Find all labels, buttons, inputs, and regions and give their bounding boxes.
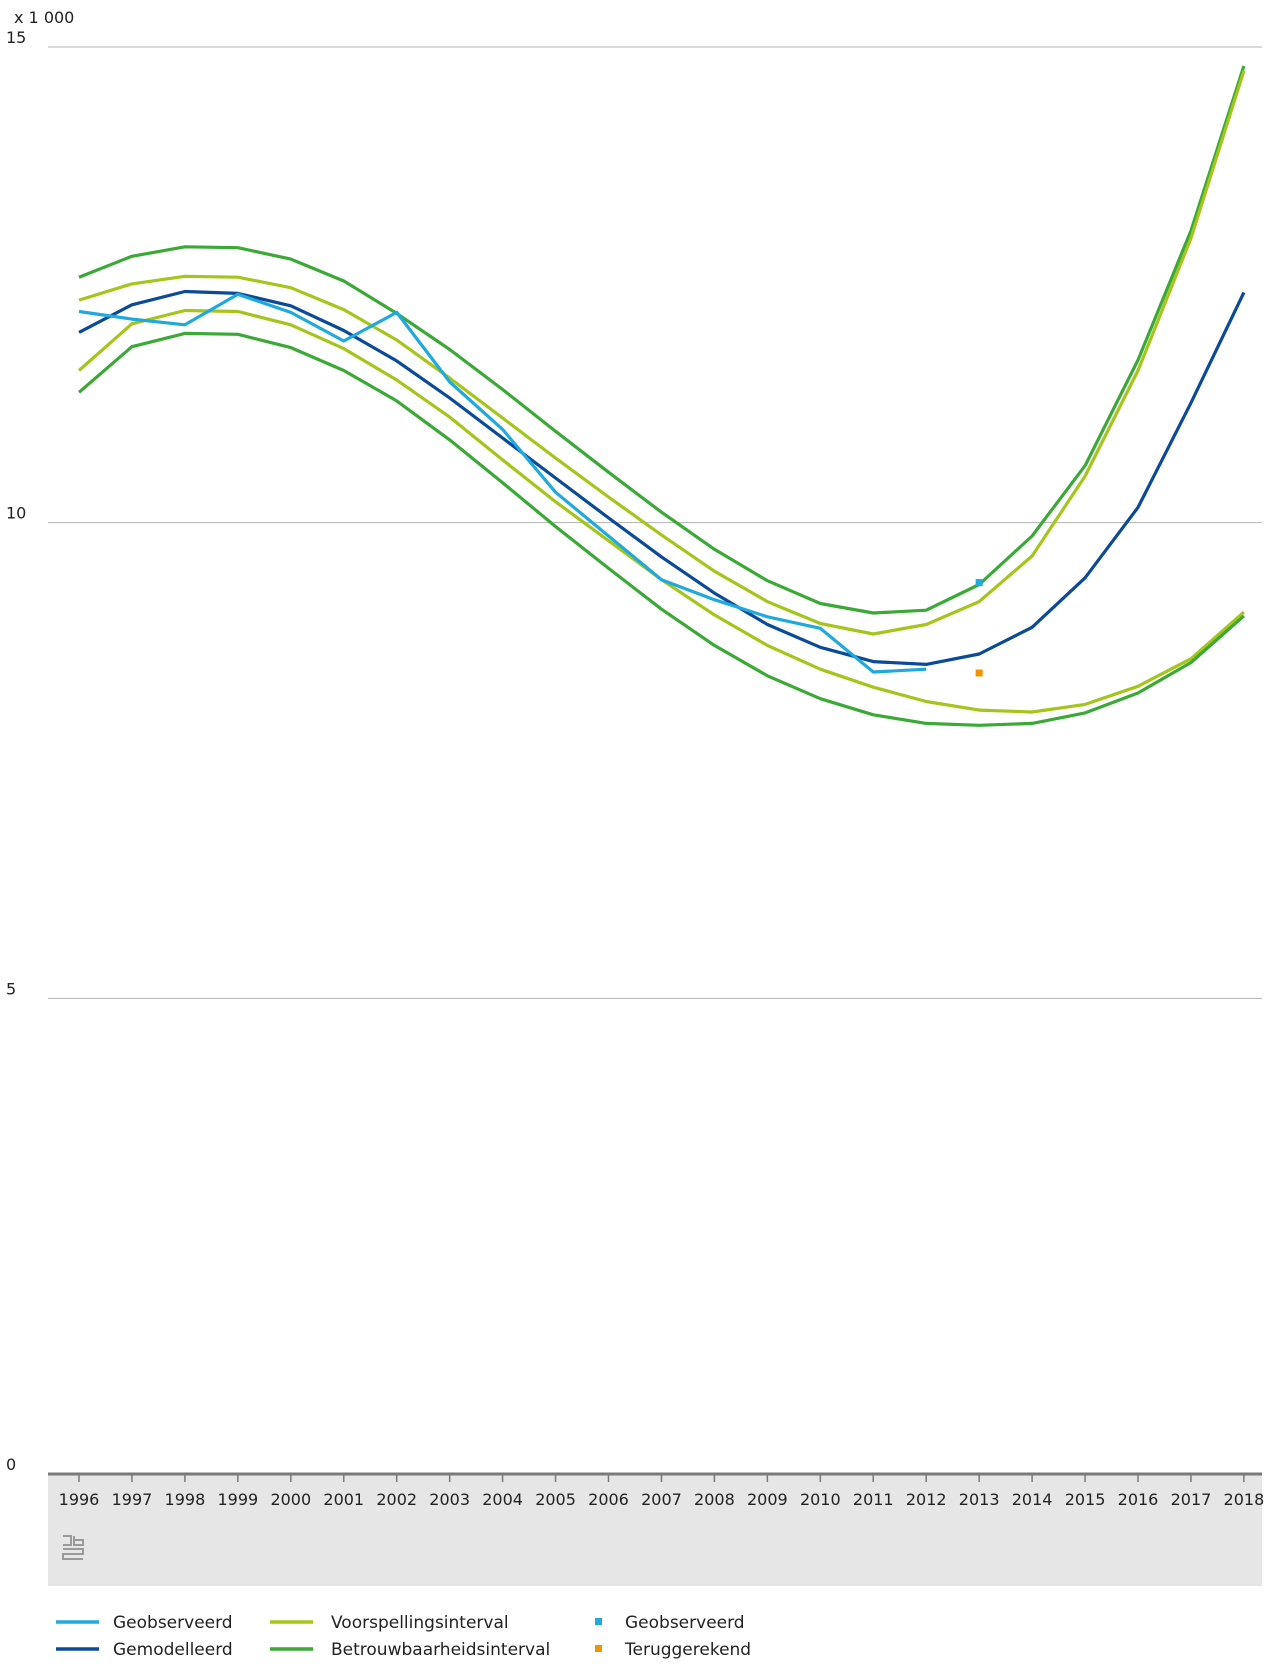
- series-line-ci_lower: [77, 331, 1245, 727]
- legend-label: Gemodelleerd: [113, 1640, 233, 1660]
- legend-label: Teruggerekend: [624, 1640, 751, 1660]
- x-axis-band: [48, 1474, 1262, 1586]
- x-tick-label: 2018: [1224, 1490, 1265, 1509]
- y-unit-label: x 1 000: [14, 8, 74, 27]
- y-axis-ticks: 0 5 10 15: [6, 28, 26, 1474]
- x-tick-label: 1999: [217, 1490, 258, 1509]
- legend-label: Geobserveerd: [625, 1613, 745, 1633]
- x-tick-label: 2009: [747, 1490, 788, 1509]
- x-tick-label: 2010: [800, 1490, 841, 1509]
- legend-label: Geobserveerd: [113, 1613, 233, 1633]
- x-tick-label: 2017: [1171, 1490, 1212, 1509]
- x-tick-label: 1998: [165, 1490, 206, 1509]
- legend-label: Voorspellingsinterval: [331, 1613, 509, 1633]
- grid-lines: [48, 46, 1262, 999]
- y-tick-label: 5: [6, 979, 16, 998]
- series-line-pi_upper: [78, 70, 1246, 636]
- y-tick-label: 10: [6, 504, 26, 523]
- legend: Geobserveerd Gemodelleerd Voorspellingsint…: [56, 1613, 751, 1660]
- x-tick-label: 2002: [376, 1490, 417, 1509]
- x-tick-label: 2014: [1012, 1490, 1053, 1509]
- x-tick-label: 2016: [1118, 1490, 1159, 1509]
- x-tick-label: 2007: [641, 1490, 682, 1509]
- series-line-model: [78, 289, 1246, 667]
- x-tick-label: 2015: [1065, 1490, 1106, 1509]
- x-tick-label: 1997: [112, 1490, 153, 1509]
- x-tick-label: 2004: [482, 1490, 523, 1509]
- x-tick-label: 2011: [853, 1490, 894, 1509]
- y-tick-label: 15: [6, 28, 26, 47]
- x-axis-ticks: 1996 1997 1998 1999 2000 2001 2002 2003 2004 2005…: [59, 1474, 1265, 1509]
- series-lines: [77, 65, 1246, 727]
- single-points: [975, 579, 983, 677]
- series-line-observed: [78, 292, 927, 674]
- x-tick-label: 2006: [588, 1490, 629, 1509]
- x-tick-label: 2005: [535, 1490, 576, 1509]
- x-tick-label: 2008: [694, 1490, 735, 1509]
- x-tick-label: 2013: [959, 1490, 1000, 1509]
- series-line-ci_upper: [78, 65, 1246, 615]
- point-marker: [975, 669, 983, 677]
- x-tick-label: 2003: [429, 1490, 470, 1509]
- x-tick-label: 2012: [906, 1490, 947, 1509]
- cbs-logo-icon: [62, 1535, 84, 1560]
- x-tick-label: 2000: [270, 1490, 311, 1509]
- legend-label: Betrouwbaarheidsinterval: [331, 1640, 550, 1660]
- x-tick-label: 2001: [323, 1490, 364, 1509]
- legend-square-swatch: [595, 1618, 602, 1625]
- x-tick-label: 1996: [59, 1490, 100, 1509]
- y-tick-label: 0: [6, 1455, 16, 1474]
- point-marker: [975, 579, 983, 587]
- legend-square-swatch: [595, 1645, 602, 1652]
